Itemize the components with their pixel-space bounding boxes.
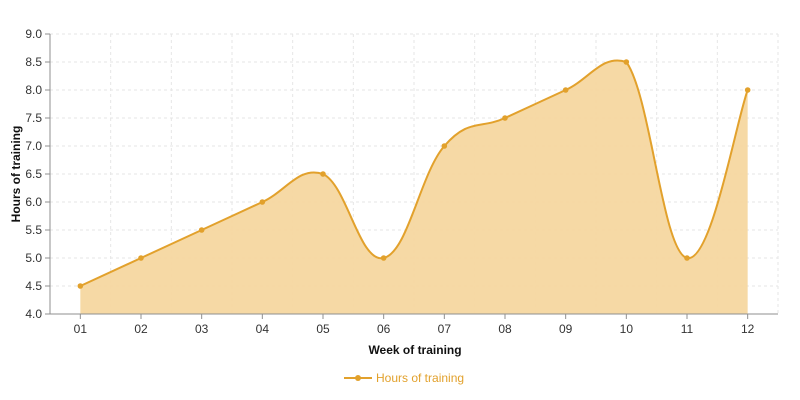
x-tick-label: 09 [559, 322, 573, 336]
y-tick-label: 7.0 [25, 139, 42, 153]
x-tick-label: 10 [620, 322, 634, 336]
data-point[interactable] [441, 143, 448, 149]
labels-layer: 4.0 4.5 5.0 5.5 6.0 6.5 7.0 7.5 8.0 8.5 9.0 01 02 03 0… [25, 27, 754, 336]
x-tick-label: 11 [681, 322, 694, 336]
y-tick-label: 6.5 [25, 167, 42, 181]
x-tick-label: 12 [741, 322, 755, 336]
data-point[interactable] [502, 115, 508, 121]
data-point[interactable] [380, 255, 387, 261]
axes-layer [45, 33, 778, 319]
y-tick-label: 8.5 [25, 55, 42, 69]
y-tick-label: 6.0 [25, 195, 42, 209]
x-axis-title: Week of training [368, 343, 461, 357]
data-point[interactable] [320, 171, 326, 177]
data-point[interactable] [744, 87, 751, 93]
x-tick-label: 06 [377, 322, 391, 336]
y-tick-label: 8.0 [25, 83, 42, 97]
data-point[interactable] [623, 59, 630, 65]
x-tick-label: 05 [316, 322, 330, 336]
y-tick-label: 4.5 [25, 279, 42, 293]
y-tick-label: 4.0 [25, 307, 42, 321]
data-point[interactable] [259, 199, 266, 205]
x-tick-label: 07 [438, 322, 452, 336]
x-tick-label: 08 [498, 322, 512, 336]
y-tick-label: 7.5 [25, 111, 42, 125]
x-tick-label: 04 [256, 322, 270, 336]
legend-label: Hours of training [376, 371, 464, 385]
y-tick-label: 9.0 [25, 27, 42, 41]
data-point[interactable] [198, 227, 205, 233]
legend[interactable]: Hours of training [344, 371, 464, 385]
data-point[interactable] [77, 283, 84, 289]
points-layer [77, 59, 751, 289]
y-tick-label: 5.0 [25, 251, 42, 265]
y-axis-title: Hours of training [9, 126, 23, 223]
x-tick-label: 01 [74, 322, 88, 336]
y-tick-label: 5.5 [25, 223, 42, 237]
data-point[interactable] [562, 87, 569, 93]
x-tick-label: 02 [134, 322, 148, 336]
area-layer [80, 60, 748, 314]
series-area [80, 60, 748, 314]
data-point[interactable] [684, 255, 690, 261]
data-point[interactable] [138, 255, 144, 261]
x-tick-label: 03 [195, 322, 209, 336]
legend-marker-icon [355, 375, 361, 381]
